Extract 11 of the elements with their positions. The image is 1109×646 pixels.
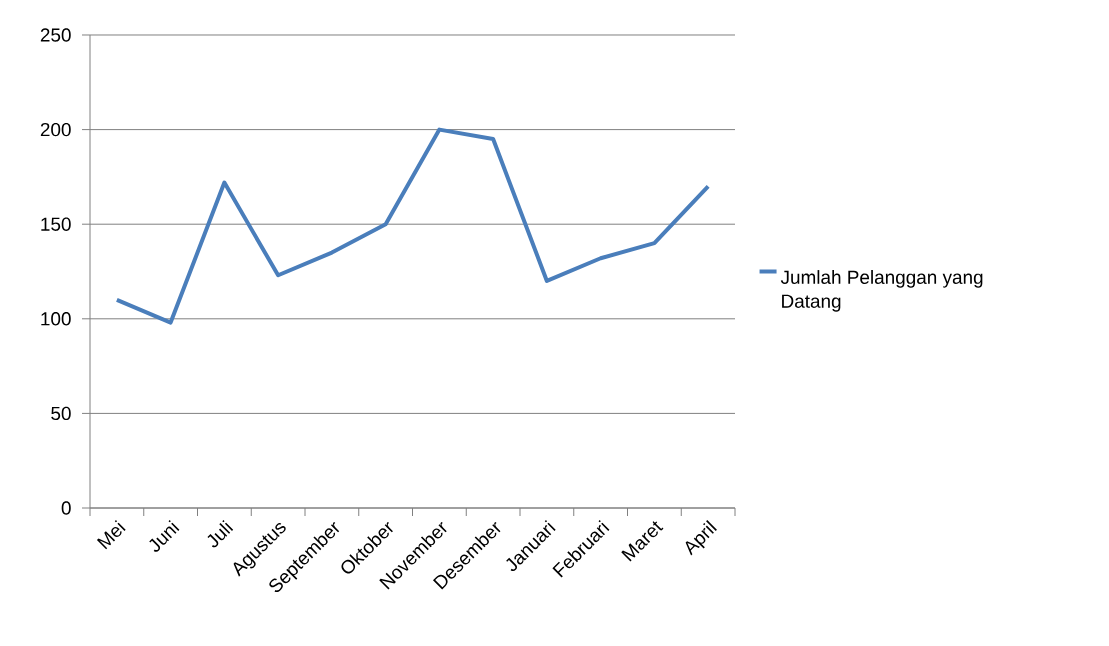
line-series: [114, 127, 711, 325]
x-tick-label: Mei: [96, 520, 126, 550]
x-tick-label: Juli: [207, 520, 234, 548]
y-tick-label: 250: [40, 28, 71, 42]
x-tick-label: Juni: [149, 520, 180, 552]
y-tick-label: 0: [61, 501, 71, 515]
y-tick-label: 50: [51, 406, 71, 421]
y-tick-label: 200: [40, 122, 71, 137]
y-tick-label: 150: [41, 217, 71, 231]
legend-label: Jumlah Pelanggan yang Datang: [780, 270, 983, 312]
y-tick-label: 100: [41, 312, 71, 326]
